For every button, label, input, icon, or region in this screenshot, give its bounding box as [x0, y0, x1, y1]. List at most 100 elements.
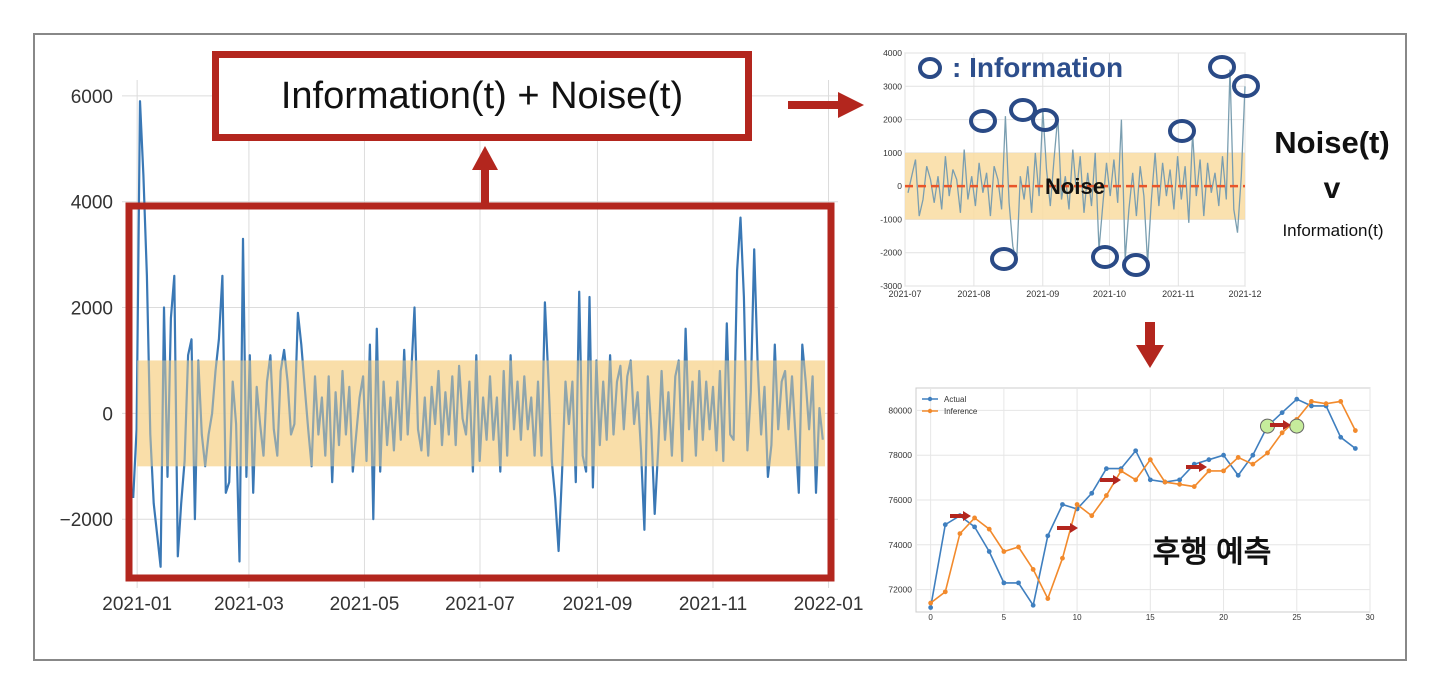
- main-data-highlight-box: [125, 202, 835, 582]
- br-point-inference: [1147, 457, 1153, 463]
- br-point-inference: [1250, 461, 1256, 467]
- right-arrow-head: [838, 92, 864, 118]
- main-y-tick-label: 4000: [71, 193, 113, 214]
- br-point-inference: [1045, 596, 1051, 601]
- br-point-actual: [1279, 410, 1285, 416]
- br-point-inference: [1309, 399, 1314, 404]
- tr-x-tick-label: 2021-12: [1228, 289, 1261, 299]
- br-point-actual: [1338, 434, 1344, 440]
- br-point-inference: [1191, 484, 1197, 489]
- information-t-label: Information(t): [1282, 221, 1384, 240]
- br-x-tick-label: 15: [1146, 613, 1155, 622]
- tr-x-tick-label: 2021-09: [1026, 289, 1059, 299]
- tr-x-tick-label: 2021-10: [1093, 289, 1126, 299]
- br-point-inference: [1352, 428, 1358, 433]
- br-point-inference: [1060, 555, 1065, 561]
- down-arrow-head: [1136, 345, 1164, 368]
- br-point-inference: [1279, 430, 1285, 436]
- down-arrow-shaft: [1145, 322, 1155, 346]
- main-x-tick-label: 2021-09: [563, 594, 633, 615]
- main-x-tick-label: 2022-01: [794, 594, 864, 615]
- br-point-inference: [942, 589, 948, 595]
- tr-x-tick-label: 2021-07: [888, 289, 921, 299]
- br-point-actual: [942, 522, 948, 528]
- br-point-inference: [1074, 502, 1080, 507]
- br-point-actual: [1133, 448, 1139, 454]
- tr-y-tick-label: 2000: [883, 115, 902, 125]
- tr-x-tick-label: 2021-11: [1162, 289, 1194, 299]
- br-point-actual: [1045, 533, 1051, 539]
- lag-arrow-head: [1070, 523, 1078, 533]
- information-peak-circle: [1031, 108, 1059, 132]
- main-y-tick-label: 0: [102, 404, 113, 425]
- br-point-actual: [1352, 446, 1358, 451]
- br-point-actual: [1221, 452, 1226, 458]
- main-noise-band-overlay: [137, 360, 825, 467]
- br-point-actual: [1001, 580, 1007, 586]
- br-point-inference: [1016, 544, 1021, 550]
- information-peak-circle: [1208, 55, 1236, 79]
- br-legend-marker: [927, 396, 933, 402]
- br-point-inference: [928, 600, 934, 606]
- br-point-actual: [1309, 403, 1314, 409]
- br-point-actual: [1250, 452, 1256, 458]
- br-point-actual: [1103, 466, 1109, 472]
- information-peak-circle: [1091, 245, 1119, 269]
- br-point-inference: [1030, 567, 1036, 572]
- br-point-inference: [1103, 493, 1109, 498]
- br-x-tick-label: 20: [1219, 613, 1228, 622]
- tr-y-tick-label: -3000: [880, 281, 902, 291]
- main-y-tick-label: 6000: [71, 87, 113, 108]
- tr-y-tick-label: 1000: [883, 148, 902, 158]
- br-point-actual: [1177, 477, 1183, 483]
- br-point-actual: [972, 524, 977, 530]
- br-series-line-actual: [929, 398, 1356, 608]
- information-legend-circle: [918, 57, 942, 79]
- lag-arrow-head: [1199, 462, 1207, 472]
- br-point-actual: [928, 605, 934, 610]
- greater-than-symbol: v: [1323, 172, 1341, 205]
- br-point-inference: [1089, 513, 1095, 519]
- br-point-inference: [986, 526, 992, 532]
- information-peak-circle: [1232, 74, 1260, 98]
- br-point-inference: [957, 531, 963, 536]
- br-point-inference: [1162, 479, 1168, 485]
- br-point-actual: [1089, 490, 1095, 496]
- br-point-inference: [1133, 477, 1139, 483]
- br-point-inference: [1265, 450, 1270, 456]
- br-point-inference: [1323, 401, 1329, 407]
- main-y-tick-label: 2000: [71, 299, 113, 320]
- br-legend-label: Actual: [944, 395, 966, 404]
- tr-y-tick-label: 0: [897, 181, 902, 191]
- br-point-actual: [1147, 477, 1153, 483]
- br-point-inference: [1118, 468, 1124, 474]
- br-x-tick-label: 5: [1002, 613, 1007, 622]
- main-x-tick-label: 2021-11: [679, 594, 747, 615]
- lag-arrow-head: [1113, 475, 1121, 485]
- br-point-inference: [1177, 481, 1183, 487]
- br-highlight-point: [1289, 418, 1305, 434]
- br-point-actual: [986, 549, 992, 554]
- tr-y-tick-label: -1000: [880, 214, 902, 224]
- tr-y-tick-label: 3000: [883, 81, 902, 91]
- information-peak-circle: [1168, 119, 1196, 143]
- br-y-tick-label: 80000: [888, 405, 912, 415]
- br-y-tick-label: 78000: [888, 450, 912, 460]
- br-point-actual: [1030, 602, 1036, 608]
- br-x-tick-label: 10: [1073, 613, 1082, 622]
- br-point-inference: [972, 515, 977, 521]
- br-legend-label: Inference: [944, 407, 978, 416]
- br-y-tick-label: 76000: [888, 495, 912, 505]
- tr-x-tick-label: 2021-08: [957, 289, 990, 299]
- br-point-actual: [1060, 502, 1065, 507]
- information-legend-label: : Information: [952, 52, 1123, 83]
- br-point-inference: [1235, 455, 1241, 460]
- lag-arrow-head: [963, 511, 971, 521]
- br-x-tick-label: 25: [1292, 613, 1301, 622]
- noise-t-label: Noise(t): [1274, 125, 1390, 160]
- br-series-line-inference: [930, 400, 1357, 604]
- br-point-actual: [1016, 580, 1021, 586]
